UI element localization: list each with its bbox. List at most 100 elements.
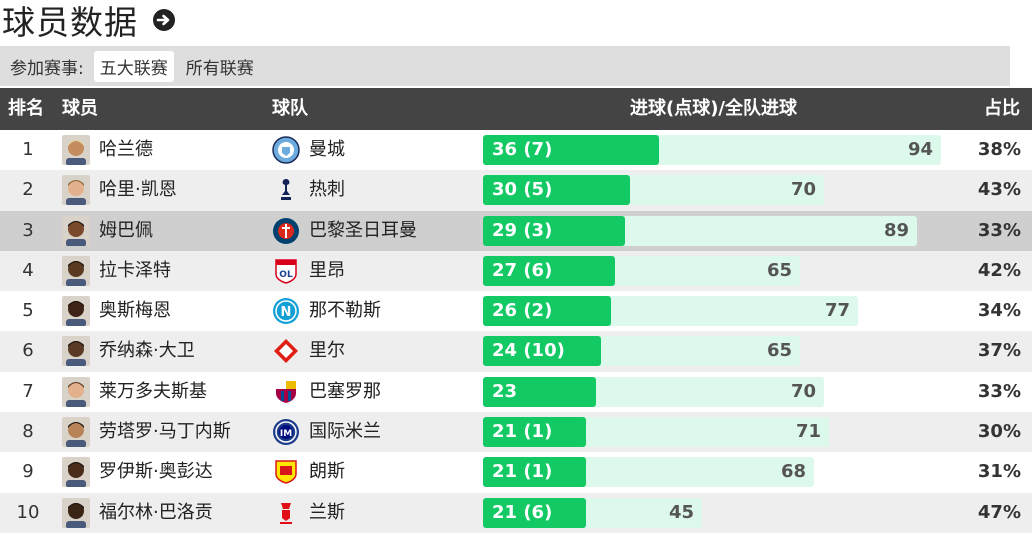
player-name-link[interactable]: 哈兰德 [99, 139, 153, 160]
player-name-link[interactable]: 罗伊斯·奥彭达 [99, 461, 213, 483]
player-goals-bar: 21 (6) [483, 497, 586, 528]
player-goals-bar: 21 (1) [483, 417, 586, 448]
column-header-rank[interactable]: 排名 [8, 98, 44, 119]
player-avatar [62, 417, 90, 448]
share-pct: 43% [977, 179, 1021, 201]
table-row[interactable]: 9 罗伊斯·奥彭达 朗斯 21 (1) 68 31% [0, 452, 1032, 493]
lens-crest-icon [272, 458, 300, 486]
team-name-link[interactable]: 曼城 [309, 139, 345, 160]
table-row[interactable]: 10 福尔林·巴洛贡 兰斯 21 (6) 45 47% [0, 492, 1032, 533]
team-goals-label: 71 [795, 421, 821, 443]
page-title: 球员数据 [2, 3, 138, 42]
table-row[interactable]: 6 乔纳森·大卫 里尔 24 (10) 65 37% [0, 331, 1032, 372]
filter-option-all[interactable]: 所有联赛 [185, 58, 254, 79]
goals-bar: 29 (3) 89 [483, 215, 917, 246]
share-pct: 42% [977, 259, 1021, 281]
team-name-link[interactable]: 巴塞罗那 [309, 380, 381, 402]
rank-cell: 7 [22, 380, 34, 402]
team-name-link[interactable]: 国际米兰 [309, 421, 381, 443]
goals-bar: 21 (6) 45 [483, 497, 702, 528]
table-row[interactable]: 7 莱万多夫斯基 巴塞罗那 23 70 33% [0, 371, 1032, 413]
column-header-player[interactable]: 球员 [62, 98, 98, 119]
team-goals-label: 77 [824, 300, 850, 322]
share-pct: 33% [977, 219, 1021, 241]
player-avatar [62, 336, 90, 367]
player-name-link[interactable]: 莱万多夫斯基 [99, 380, 207, 402]
team-name-link[interactable]: 里昂 [309, 259, 345, 281]
player-name-link[interactable]: 拉卡泽特 [99, 259, 171, 281]
inter-crest-icon: IM [272, 418, 300, 446]
team-goals-label: 70 [790, 179, 816, 201]
player-name-link[interactable]: 姆巴佩 [99, 219, 153, 241]
table-row[interactable]: 1 哈兰德 曼城 36 (7) 94 38% [0, 130, 1032, 171]
column-header-pct[interactable]: 占比 [984, 98, 1020, 119]
player-avatar [62, 497, 90, 528]
player-avatar [62, 376, 90, 407]
share-pct: 30% [977, 421, 1021, 443]
team-name-link[interactable]: 里尔 [309, 340, 345, 362]
team-goals-label: 65 [766, 340, 792, 362]
table-header: 排名 球员 球队 进球(点球)/全队进球 占比 [0, 88, 1032, 130]
napoli-crest-icon: N [272, 297, 300, 325]
filter-option-top5[interactable]: 五大联赛 [93, 50, 174, 82]
team-goals-label: 45 [668, 501, 694, 523]
table-row[interactable]: 5 奥斯梅恩 N 那不勒斯 26 (2) 77 34% [0, 291, 1032, 332]
svg-text:N: N [281, 305, 292, 320]
goals-bar: 27 (6) 65 [483, 255, 800, 286]
goals-bar: 21 (1) 71 [483, 417, 829, 448]
table-row[interactable]: 2 哈里·凯恩 热刺 30 (5) 70 43% [0, 170, 1032, 211]
player-goals-bar: 21 (1) [483, 457, 586, 488]
team-name-link[interactable]: 热刺 [309, 179, 345, 201]
player-goals-bar: 26 (2) [483, 296, 611, 327]
team-name-link[interactable]: 朗斯 [309, 461, 345, 483]
rank-cell: 1 [22, 139, 34, 160]
team-goals-label: 89 [883, 219, 909, 241]
goals-bar: 21 (1) 68 [483, 457, 814, 488]
barcelona-crest-icon [272, 378, 300, 406]
team-goals-label: 68 [780, 461, 806, 483]
table-row[interactable]: 3 姆巴佩 巴黎圣日耳曼 29 (3) 89 33% [0, 210, 1032, 251]
rank-cell: 3 [22, 219, 34, 241]
team-name-link[interactable]: 兰斯 [309, 501, 345, 523]
svg-text:OL: OL [279, 270, 293, 280]
title-row: 球员数据 [2, 0, 176, 42]
table-row[interactable]: 4 拉卡泽特 OL 里昂 27 (6) 65 42% [0, 250, 1032, 292]
team-name-link[interactable]: 巴黎圣日耳曼 [309, 219, 417, 241]
rank-cell: 2 [22, 179, 34, 201]
player-goals-bar: 23 [483, 376, 596, 407]
filter-label: 参加赛事: [10, 58, 84, 79]
column-header-goals[interactable]: 进球(点球)/全队进球 [629, 98, 798, 119]
goals-bar: 26 (2) 77 [483, 296, 858, 327]
goals-bar: 30 (5) 70 [483, 175, 824, 206]
player-name-link[interactable]: 奥斯梅恩 [99, 300, 171, 322]
psg-crest-icon [272, 217, 300, 245]
share-pct: 47% [977, 501, 1021, 523]
arrow-right-circle-icon[interactable] [152, 8, 176, 32]
player-name-link[interactable]: 福尔林·巴洛贡 [99, 501, 213, 523]
tottenham-crest-icon [272, 176, 300, 204]
share-pct: 37% [977, 340, 1021, 362]
rank-cell: 9 [22, 461, 34, 483]
goals-bar: 23 70 [483, 376, 824, 407]
player-goals-bar: 29 (3) [483, 215, 625, 246]
share-pct: 38% [977, 139, 1021, 160]
player-stats-table: 排名 球员 球队 进球(点球)/全队进球 占比 1 哈兰德 曼城 36 (7) … [0, 88, 1032, 533]
column-header-team[interactable]: 球队 [272, 98, 308, 119]
share-pct: 33% [977, 380, 1021, 402]
player-avatar [62, 135, 90, 165]
player-goals-bar: 36 (7) [483, 135, 659, 165]
player-name-link[interactable]: 乔纳森·大卫 [99, 340, 195, 362]
share-pct: 34% [977, 300, 1021, 322]
table-row[interactable]: 8 劳塔罗·马丁内斯 IM 国际米兰 21 (1) 71 30% [0, 412, 1032, 453]
player-name-link[interactable]: 哈里·凯恩 [99, 179, 177, 201]
player-name-link[interactable]: 劳塔罗·马丁内斯 [99, 421, 231, 443]
player-goals-bar: 30 (5) [483, 175, 630, 206]
goals-bar: 36 (7) 94 [483, 135, 941, 165]
player-avatar [62, 175, 90, 206]
lyon-crest-icon: OL [272, 257, 300, 285]
team-goals-label: 94 [907, 139, 933, 160]
team-name-link[interactable]: 那不勒斯 [309, 300, 381, 322]
rank-cell: 5 [22, 300, 34, 322]
svg-text:IM: IM [280, 429, 292, 439]
player-goals-bar: 27 (6) [483, 255, 615, 286]
